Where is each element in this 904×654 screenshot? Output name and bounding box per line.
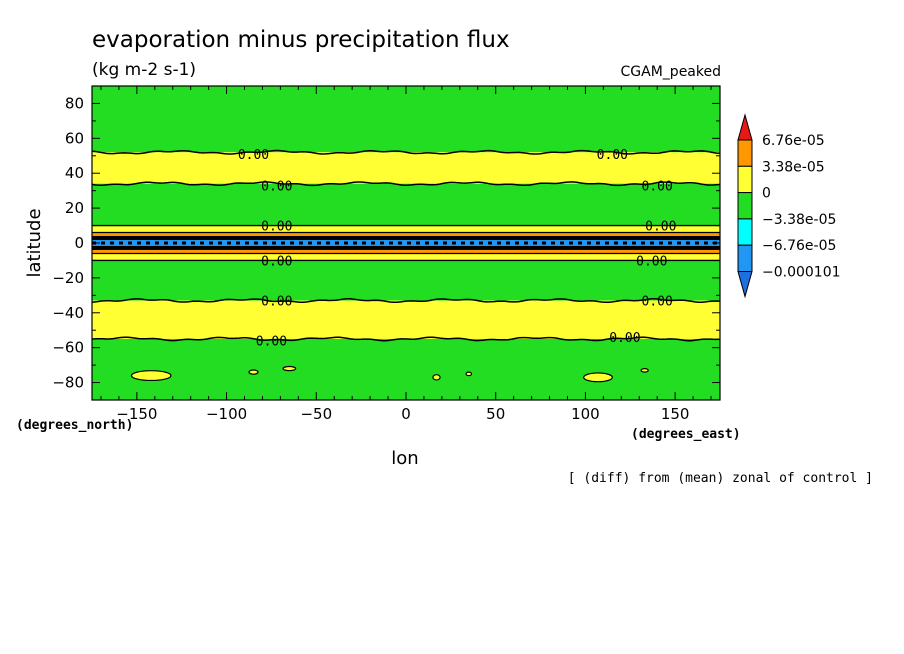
equatorial-strip [92, 240, 720, 246]
colorbar-segment-3 [737, 192, 753, 220]
contour-label-9: 0.00 [642, 295, 673, 310]
chart-title: evaporation minus precipitation flux [92, 27, 510, 53]
chart-label-top-right: CGAM_peaked [621, 64, 721, 80]
x-axis-label: lon [391, 448, 418, 469]
y-tick-label-1: 60 [65, 129, 84, 147]
colorbar-label-5: −0.000101 [762, 265, 841, 281]
x-tick-label-4: 50 [486, 405, 505, 423]
contour-label-8: 0.00 [261, 295, 292, 310]
x-tick-label-5: 100 [571, 405, 600, 423]
yellow-patch-4 [465, 371, 473, 377]
band-4 [92, 232, 720, 237]
colorbar-label-1: 3.38e-05 [762, 159, 825, 175]
colorbar-label-2: 0 [762, 186, 771, 202]
band-3 [92, 225, 720, 233]
contour-line-3 [91, 336, 721, 342]
chart-units: (kg m-2 s-1) [92, 60, 196, 80]
y-tick-label-0: 80 [65, 94, 84, 112]
y-tick-label-4: 0 [74, 234, 84, 252]
contour-label-0: 0.00 [238, 148, 269, 163]
contour-lines [91, 149, 721, 342]
yellow-patch-2 [282, 365, 297, 372]
band-8 [92, 260, 720, 301]
contour-label-2: 0.00 [261, 179, 292, 194]
yellow-patch-1 [248, 369, 259, 375]
yellow-patch-6 [640, 368, 649, 373]
yellow-patch-3 [432, 374, 441, 381]
colorbar: 6.76e-05 3.38e-05 0 −3.38e-05 −6.76e-05 −0.00… [737, 113, 841, 299]
x-tick-label-6: 150 [661, 405, 690, 423]
contour-line-1 [91, 181, 721, 187]
x-axis-units: (degrees_east) [631, 427, 741, 442]
contour-label-5: 0.00 [645, 220, 676, 235]
plot-area [92, 86, 720, 400]
contour-line-2 [91, 298, 721, 304]
y-tick-label-6: −40 [52, 304, 84, 322]
x-tick-label-2: −50 [300, 405, 332, 423]
colorbar-arrow-bottom [737, 271, 753, 299]
colorbar-segment-4 [737, 218, 753, 246]
colorbar-arrow-top [737, 113, 753, 141]
contour-label-6: 0.00 [261, 254, 292, 269]
band-9 [92, 300, 720, 339]
contour-label-3: 0.00 [642, 179, 673, 194]
colorbar-label-0: 6.76e-05 [762, 133, 825, 149]
colorbar-segment-2 [737, 165, 753, 194]
band-2 [92, 183, 720, 226]
y-axis-label: latitude [24, 208, 45, 277]
colorbar-segment-5 [737, 244, 753, 272]
band-6 [92, 249, 720, 254]
colorbar-segment-1 [737, 139, 753, 167]
band-7 [92, 253, 720, 261]
x-tick-label-3: 0 [401, 405, 411, 423]
band-1 [92, 152, 720, 184]
x-axis: −150 −100 −50 0 50 100 150 [100, 86, 712, 423]
yellow-patch-0 [130, 370, 172, 382]
colorbar-label-3: −3.38e-05 [762, 212, 836, 228]
contour-label-4: 0.00 [261, 220, 292, 235]
colorbar-label-4: −6.76e-05 [762, 238, 836, 254]
yellow-patch-5 [583, 372, 613, 383]
contour-label-11: 0.00 [609, 331, 640, 346]
y-tick-label-7: −60 [52, 339, 84, 357]
y-tick-label-3: 20 [65, 199, 84, 217]
x-tick-label-0: −150 [116, 405, 157, 423]
contour-label-7: 0.00 [636, 254, 667, 269]
y-tick-label-8: −80 [52, 374, 84, 392]
band-10 [92, 338, 720, 400]
contour-label-1: 0.00 [597, 148, 628, 163]
y-tick-label-2: 40 [65, 164, 84, 182]
footnote: [ (diff) from (mean) zonal of control ] [568, 471, 873, 486]
contour-label-10: 0.00 [256, 335, 287, 350]
band-0 [92, 86, 720, 153]
contour-labels: 0.00 0.00 0.00 0.00 0.00 0.00 0.00 0.00 0.00 0.00… [238, 148, 677, 350]
x-tick-label-1: −100 [206, 405, 247, 423]
y-axis-units: (degrees_north) [16, 418, 133, 433]
y-tick-label-5: −20 [52, 269, 84, 287]
y-axis: 80 60 40 20 0 −20 −40 −60 −80 [52, 94, 720, 392]
contour-line-0 [91, 149, 721, 155]
